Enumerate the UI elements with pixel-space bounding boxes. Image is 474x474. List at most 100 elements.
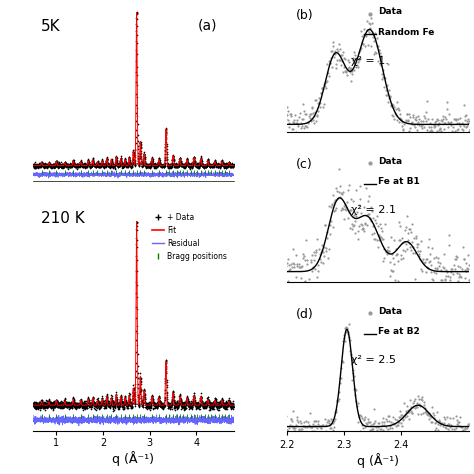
- Point: [429, 135, 437, 143]
- Point: [382, 247, 390, 255]
- Point: [445, 119, 453, 127]
- Point: [360, 225, 367, 232]
- Point: [405, 127, 412, 135]
- Point: [388, 266, 395, 273]
- Point: [342, 324, 349, 331]
- Point: [283, 426, 291, 433]
- Point: [293, 417, 301, 424]
- Point: [420, 401, 428, 409]
- Point: [385, 94, 393, 102]
- Point: [431, 118, 438, 126]
- Point: [312, 97, 319, 104]
- Point: [465, 432, 473, 439]
- Point: [381, 434, 389, 441]
- Point: [397, 411, 405, 419]
- Point: [321, 82, 328, 90]
- Point: [459, 120, 467, 128]
- Point: [293, 117, 301, 124]
- Point: [330, 54, 338, 61]
- Point: [415, 121, 422, 128]
- Point: [425, 123, 433, 130]
- Point: [323, 427, 330, 435]
- Point: [317, 90, 324, 97]
- Point: [372, 417, 379, 425]
- Point: [374, 236, 381, 244]
- Point: [437, 127, 445, 134]
- Point: [309, 104, 316, 112]
- Point: [414, 112, 422, 119]
- Point: [431, 419, 438, 427]
- Point: [463, 111, 470, 119]
- Point: [362, 32, 370, 40]
- Point: [287, 112, 295, 119]
- Point: [348, 225, 356, 233]
- Point: [301, 256, 309, 264]
- Point: [407, 124, 414, 132]
- Point: [413, 243, 421, 251]
- Point: [284, 433, 292, 440]
- Point: [445, 428, 453, 435]
- Point: [428, 413, 435, 420]
- Point: [413, 400, 420, 407]
- Point: [356, 48, 363, 56]
- Point: [351, 392, 359, 399]
- Point: [335, 396, 343, 403]
- Point: [419, 118, 427, 125]
- Point: [307, 428, 314, 436]
- Point: [411, 116, 419, 123]
- Point: [319, 248, 327, 256]
- Point: [320, 431, 328, 439]
- Point: [464, 117, 471, 125]
- Point: [385, 247, 392, 255]
- Point: [425, 116, 432, 123]
- Point: [319, 259, 327, 267]
- Point: [359, 424, 366, 431]
- Point: [445, 285, 452, 292]
- Point: [368, 208, 376, 215]
- Point: [460, 122, 468, 129]
- Point: [464, 424, 471, 432]
- Point: [381, 220, 389, 228]
- Point: [451, 265, 458, 273]
- Point: [275, 424, 283, 431]
- Point: [338, 57, 346, 65]
- Point: [337, 45, 344, 53]
- Point: [317, 89, 325, 97]
- Point: [293, 414, 301, 421]
- Point: [392, 111, 400, 118]
- Point: [407, 246, 415, 254]
- Point: [296, 418, 304, 425]
- Point: [314, 107, 322, 115]
- Point: [323, 245, 330, 252]
- Point: [405, 110, 413, 118]
- Point: [282, 115, 290, 123]
- Point: [420, 283, 428, 291]
- Point: [389, 424, 396, 432]
- Point: [295, 436, 302, 443]
- Point: [316, 422, 324, 430]
- Point: [395, 106, 402, 113]
- Point: [385, 86, 392, 93]
- Point: [459, 290, 467, 298]
- Point: [359, 40, 366, 47]
- Point: [356, 411, 364, 419]
- Point: [395, 413, 402, 421]
- Point: [367, 217, 375, 225]
- Point: [356, 54, 364, 62]
- Point: [366, 20, 374, 28]
- Point: [321, 221, 328, 229]
- Point: [273, 268, 280, 275]
- Point: [427, 123, 435, 131]
- Point: [391, 420, 398, 428]
- Point: [282, 123, 289, 131]
- Point: [375, 236, 383, 244]
- Point: [277, 421, 284, 429]
- Point: [469, 418, 474, 426]
- Text: Data: Data: [378, 7, 402, 16]
- Point: [344, 186, 352, 194]
- Point: [412, 116, 420, 123]
- Point: [354, 63, 361, 71]
- Point: [310, 112, 318, 120]
- Point: [341, 337, 349, 345]
- Point: [447, 276, 454, 283]
